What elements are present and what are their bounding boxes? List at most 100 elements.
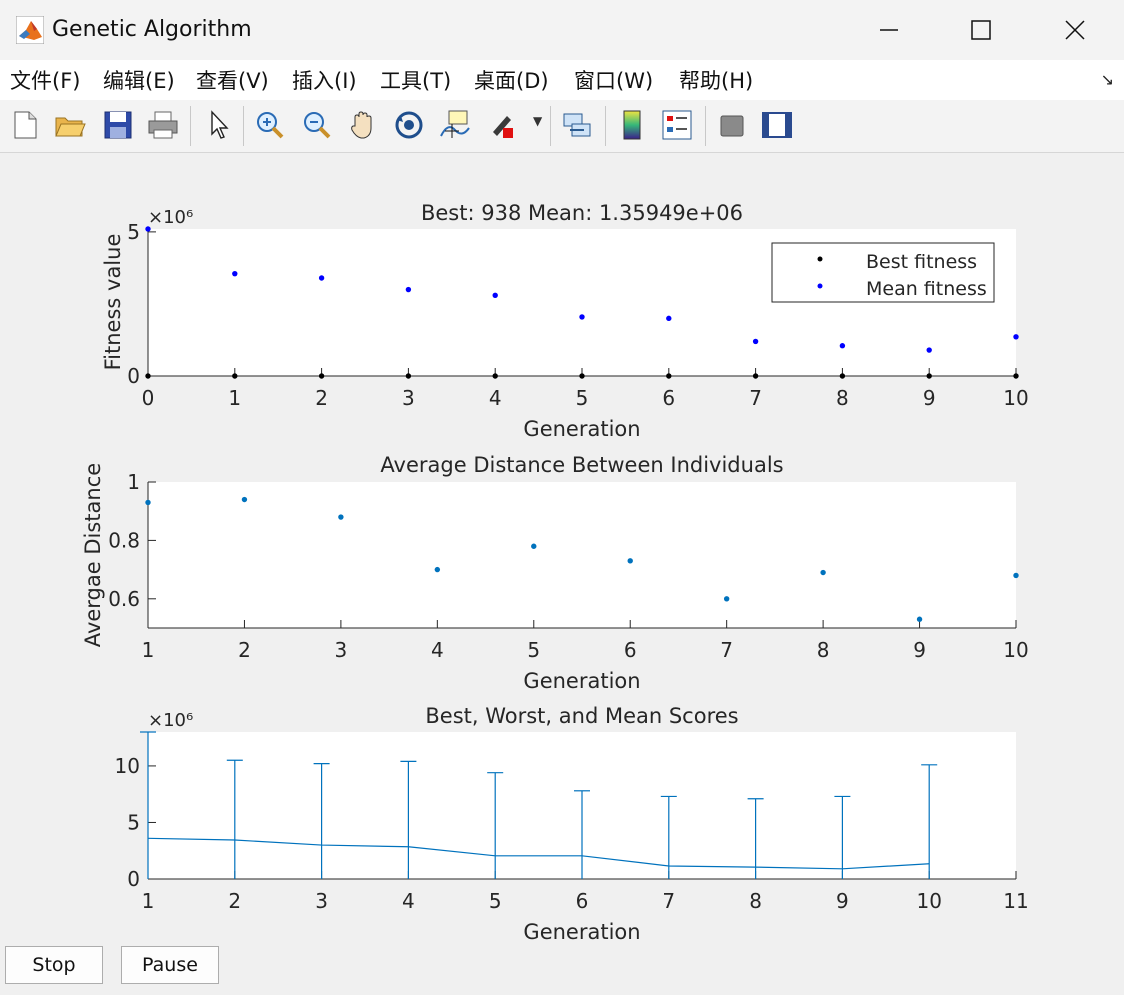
distance-plot-title: Average Distance Between Individuals bbox=[380, 453, 783, 477]
distance-point bbox=[338, 514, 344, 520]
distance-plot-x-tick-label: 7 bbox=[720, 638, 733, 662]
distance-point bbox=[241, 496, 248, 503]
print-icon[interactable] bbox=[146, 108, 180, 142]
best-fitness-point bbox=[405, 373, 412, 379]
toolbar-separator bbox=[190, 106, 191, 146]
distance-plot-x-tick-label: 1 bbox=[142, 638, 155, 662]
window-title: Genetic Algorithm bbox=[52, 17, 252, 42]
toolbar-separator bbox=[705, 106, 706, 146]
mean-fitness-point bbox=[232, 270, 238, 277]
brush-dropdown-icon[interactable]: ▼ bbox=[533, 114, 543, 128]
minimize-button[interactable] bbox=[843, 0, 935, 60]
distance-point bbox=[1013, 572, 1019, 579]
pointer-icon[interactable] bbox=[202, 108, 236, 142]
legend-label-best: Best fitness bbox=[866, 251, 977, 273]
best-fitness-point bbox=[145, 373, 151, 379]
distance-plot-x-tick-label: 8 bbox=[817, 638, 830, 662]
distance-plot-xlabel: Generation bbox=[523, 669, 640, 693]
dock-arrow-icon[interactable]: ↘ bbox=[1100, 70, 1114, 89]
distance-plot-y-tick-label: 0.8 bbox=[108, 528, 140, 552]
distance-plot[interactable]: Average Distance Between Individuals Gen… bbox=[81, 453, 1029, 693]
save-icon[interactable] bbox=[101, 108, 135, 142]
stop-button[interactable]: Stop bbox=[5, 946, 103, 984]
distance-point bbox=[627, 558, 633, 564]
toolbar: ▼ bbox=[0, 100, 1124, 153]
pause-button[interactable]: Pause bbox=[121, 946, 219, 984]
data-cursor-icon[interactable] bbox=[438, 108, 472, 142]
distance-point bbox=[723, 596, 730, 602]
mean-fitness-point bbox=[839, 343, 846, 349]
fitness-plot[interactable]: Best: 938 Mean: 1.35949e+06 Generation F… bbox=[101, 201, 1029, 441]
fitness-plot-y-tick-label: 5 bbox=[127, 220, 140, 244]
scores-plot-y-tick-label: 5 bbox=[127, 810, 140, 834]
menu-tools[interactable]: 工具(T) bbox=[380, 69, 452, 93]
distance-point bbox=[820, 569, 826, 576]
menu-help[interactable]: 帮助(H) bbox=[679, 69, 754, 93]
fitness-plot-y-tick-label: 0 bbox=[127, 364, 140, 388]
legend-label-mean: Mean fitness bbox=[866, 278, 987, 300]
brush-icon[interactable] bbox=[485, 108, 519, 142]
fitness-plot-x-tick-label: 9 bbox=[923, 386, 936, 410]
distance-plot-area bbox=[148, 482, 1016, 628]
menu-edit[interactable]: 编辑(E) bbox=[103, 69, 175, 93]
fitness-legend-box bbox=[771, 242, 995, 303]
menu-file[interactable]: 文件(F) bbox=[10, 69, 81, 93]
mean-fitness-point bbox=[492, 292, 498, 298]
best-fitness-point bbox=[1013, 373, 1019, 379]
distance-plot-y-tick-label: 0.6 bbox=[108, 587, 140, 611]
scores-plot-x-tick-label: 1 bbox=[142, 889, 155, 913]
maximize-button[interactable] bbox=[935, 0, 1027, 60]
matlab-logo-icon bbox=[16, 16, 44, 44]
best-fitness-point bbox=[492, 373, 498, 379]
scores-plot-xlabel: Generation bbox=[523, 920, 640, 944]
show-plot-tools-icon[interactable] bbox=[760, 108, 794, 142]
distance-plot-x-tick-label: 9 bbox=[913, 638, 926, 662]
distance-point bbox=[531, 543, 537, 549]
fitness-plot-x-tick-label: 4 bbox=[489, 386, 502, 410]
scores-plot-title: Best, Worst, and Mean Scores bbox=[425, 704, 738, 728]
distance-point bbox=[916, 616, 923, 622]
fitness-plot-exponent: ×10⁶ bbox=[148, 207, 193, 228]
distance-plot-x-tick-label: 3 bbox=[335, 638, 348, 662]
best-fitness-point bbox=[232, 373, 238, 379]
best-fitness-point bbox=[839, 373, 846, 379]
zoom-out-icon[interactable] bbox=[300, 108, 334, 142]
close-button[interactable] bbox=[1029, 0, 1121, 60]
fitness-plot-x-tick-label: 5 bbox=[576, 386, 589, 410]
legend-icon[interactable] bbox=[660, 108, 694, 142]
pan-hand-icon[interactable] bbox=[346, 108, 380, 142]
rotate-3d-icon[interactable] bbox=[392, 108, 426, 142]
fitness-plot-title: Best: 938 Mean: 1.35949e+06 bbox=[421, 201, 743, 225]
fitness-legend[interactable]: Best fitness Mean fitness bbox=[771, 242, 995, 303]
link-plot-icon[interactable] bbox=[560, 108, 594, 142]
scores-plot-exponent: ×10⁶ bbox=[148, 710, 193, 731]
mean-score-line bbox=[147, 837, 930, 870]
mean-fitness-point bbox=[579, 314, 585, 320]
hide-plot-tools-icon[interactable] bbox=[715, 108, 749, 142]
menu-insert[interactable]: 插入(I) bbox=[292, 69, 357, 93]
distance-plot-x-tick-label: 6 bbox=[624, 638, 637, 662]
open-folder-icon[interactable] bbox=[53, 108, 87, 142]
fitness-plot-x-tick-label: 6 bbox=[662, 386, 675, 410]
menu-window[interactable]: 窗口(W) bbox=[574, 69, 654, 93]
distance-plot-x-tick-label: 10 bbox=[1003, 638, 1028, 662]
scores-plot-x-tick-label: 4 bbox=[402, 889, 415, 913]
menu-view[interactable]: 查看(V) bbox=[196, 69, 269, 93]
best-fitness-point bbox=[926, 373, 932, 379]
fitness-plot-xlabel: Generation bbox=[523, 417, 640, 441]
fitness-plot-x-tick-label: 8 bbox=[836, 386, 849, 410]
scores-plot-x-tick-label: 6 bbox=[576, 889, 589, 913]
fitness-plot-x-tick-label: 3 bbox=[402, 386, 415, 410]
menu-desktop[interactable]: 桌面(D) bbox=[474, 69, 549, 93]
fitness-plot-x-tick-label: 7 bbox=[749, 386, 762, 410]
mean-fitness-point bbox=[145, 226, 151, 232]
colorbar-icon[interactable] bbox=[615, 108, 649, 142]
mean-fitness-point bbox=[405, 286, 412, 293]
scores-plot-x-tick-label: 11 bbox=[1003, 889, 1028, 913]
scores-plot[interactable]: Best, Worst, and Mean Scores Generation … bbox=[115, 704, 1029, 944]
mean-fitness-point bbox=[926, 347, 932, 353]
new-figure-icon[interactable] bbox=[8, 108, 42, 142]
zoom-in-icon[interactable] bbox=[253, 108, 287, 142]
figure-area: Best: 938 Mean: 1.35949e+06 Generation F… bbox=[0, 153, 1124, 995]
fitness-plot-x-tick-label: 10 bbox=[1003, 386, 1028, 410]
